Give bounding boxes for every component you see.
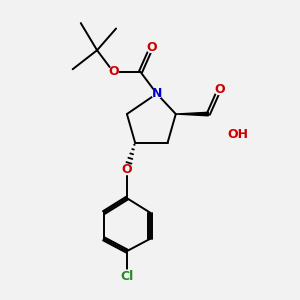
Text: O: O (146, 41, 157, 54)
Text: O: O (122, 163, 132, 176)
Circle shape (214, 85, 224, 94)
Circle shape (122, 165, 132, 175)
Text: Cl: Cl (120, 270, 134, 284)
Polygon shape (176, 112, 208, 116)
Text: O: O (214, 83, 224, 96)
Circle shape (146, 43, 156, 52)
Circle shape (152, 89, 162, 99)
Text: OH: OH (227, 128, 248, 141)
Circle shape (109, 67, 118, 77)
Text: N: N (152, 87, 162, 100)
Circle shape (221, 128, 233, 140)
Circle shape (120, 270, 134, 284)
Text: O: O (108, 65, 119, 79)
